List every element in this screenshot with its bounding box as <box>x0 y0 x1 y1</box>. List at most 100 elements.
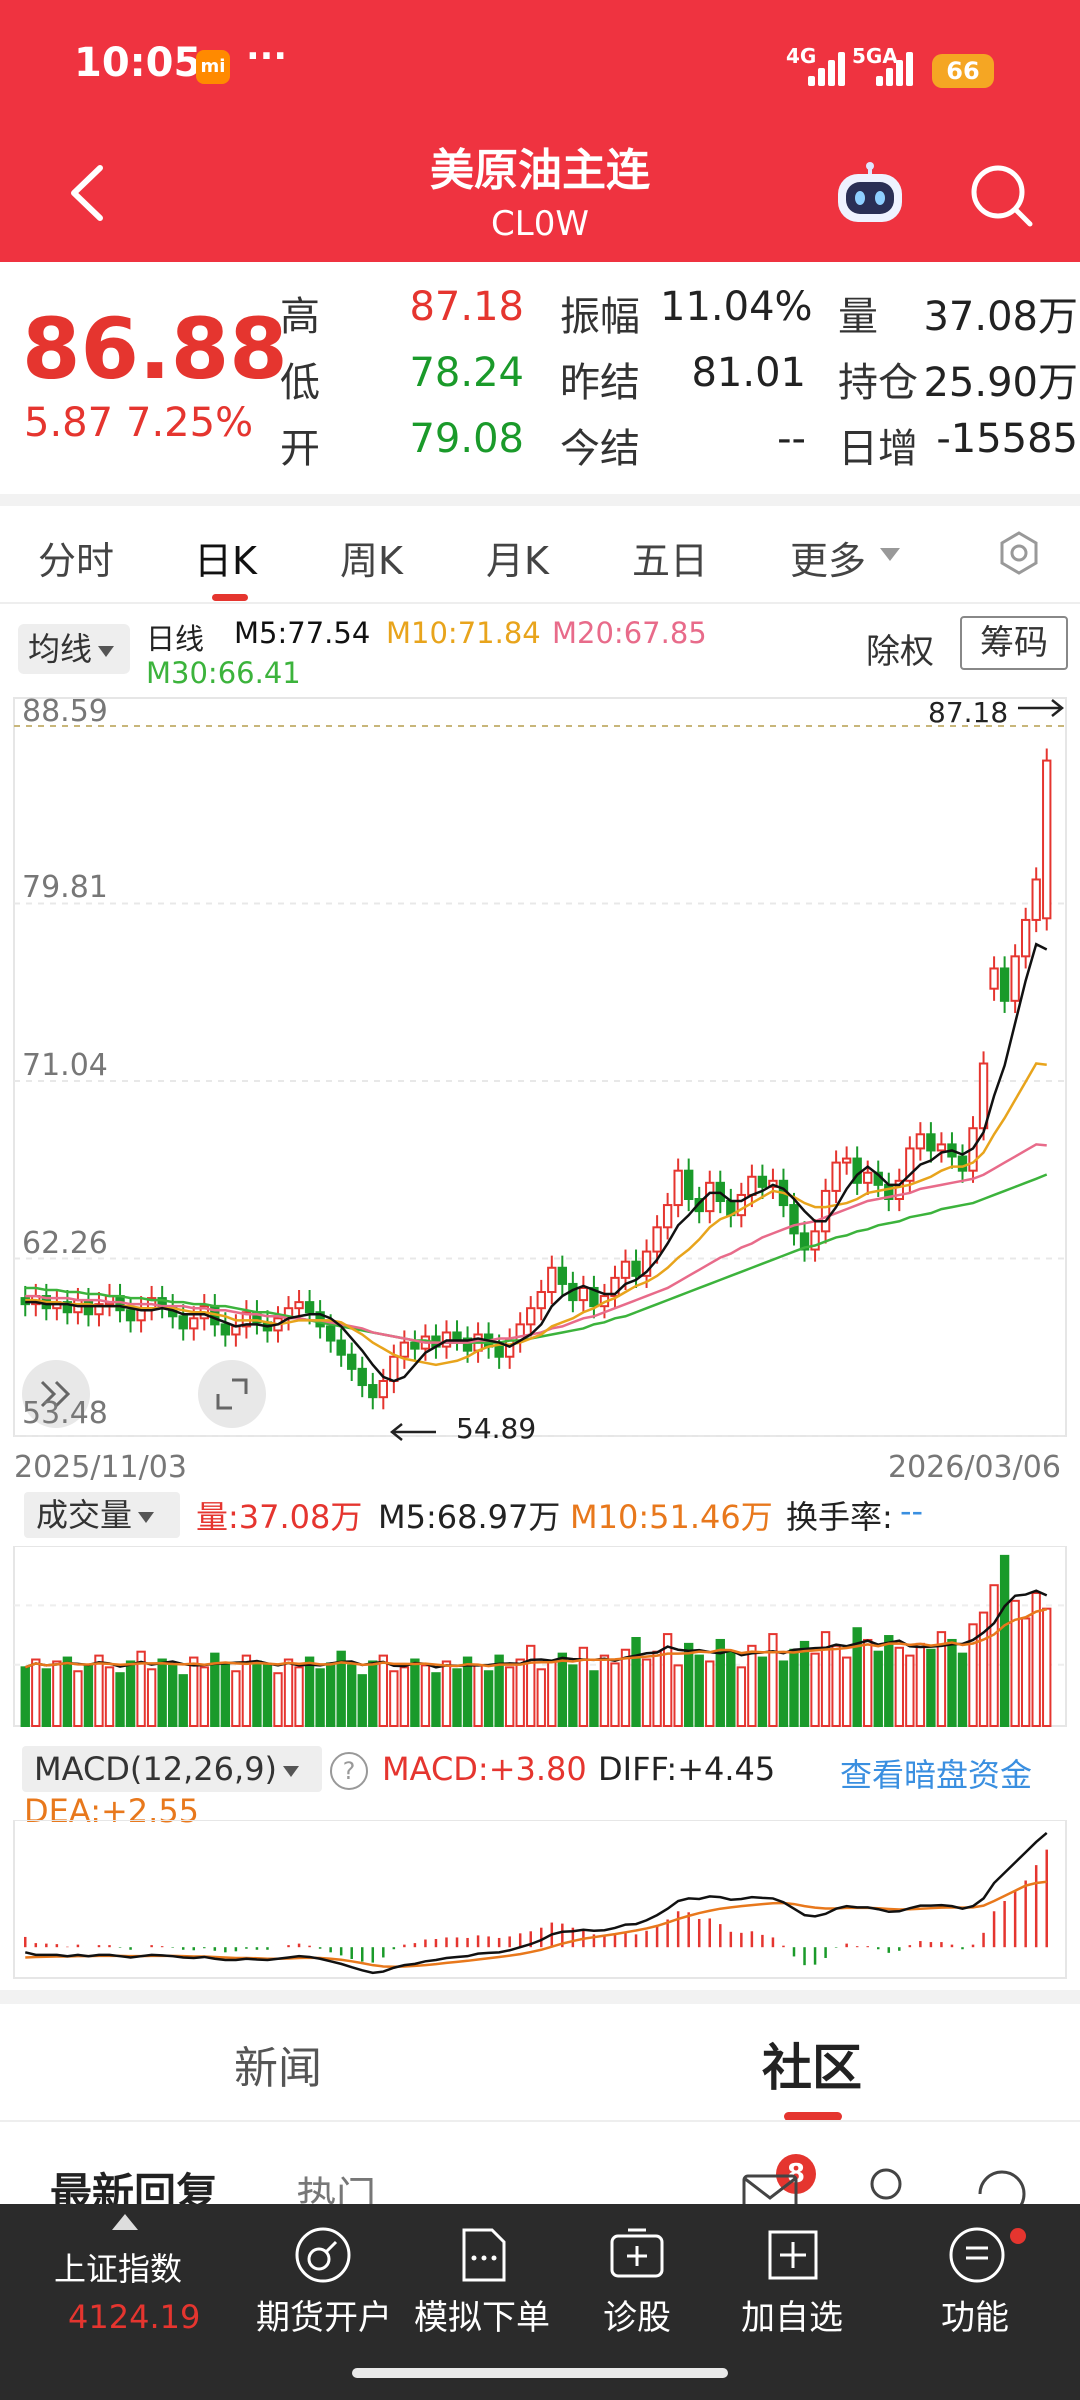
price-change-pct: 7.25% <box>126 400 254 446</box>
volume-bar <box>947 1638 957 1727</box>
futures-account-icon[interactable] <box>292 2224 354 2286</box>
add-watchlist-icon[interactable] <box>762 2224 824 2286</box>
volume-bar <box>673 1664 683 1727</box>
volume-bar <box>462 1656 473 1727</box>
index-name[interactable]: 上证指数 <box>54 2250 183 2288</box>
volume-bar <box>568 1664 578 1727</box>
candle-body <box>1010 955 1020 1002</box>
divider <box>0 494 1080 506</box>
nav-diagnosis[interactable]: 诊股 <box>603 2298 671 2338</box>
x-end-date: 2026/03/06 <box>888 1450 1061 1485</box>
back-icon[interactable] <box>60 158 120 228</box>
volume-bar <box>347 1664 357 1727</box>
tab-weekly-k[interactable]: 周K <box>340 539 403 583</box>
expand-up-icon[interactable] <box>112 2214 138 2230</box>
fullscreen-button <box>198 1360 266 1428</box>
nav-futures-account[interactable]: 期货开户 <box>256 2298 392 2338</box>
tab-five-day[interactable]: 五日 <box>632 539 709 583</box>
value-daily-change: -15585 <box>936 416 1078 462</box>
candle-body <box>62 1301 73 1314</box>
candle-body <box>652 1226 662 1253</box>
candle-body <box>1031 878 1041 921</box>
tab-news[interactable]: 新闻 <box>234 2043 322 2094</box>
label-high: 高 <box>280 294 320 340</box>
user-icon[interactable] <box>870 2168 902 2200</box>
dark-pool-link[interactable]: 查看暗盘资金 <box>840 1756 1033 1794</box>
macd-selector[interactable]: MACD(12,26,9) <box>22 1746 322 1792</box>
search-icon[interactable] <box>966 160 1036 230</box>
value-settle: -- <box>777 416 806 462</box>
robot-assistant-icon[interactable] <box>832 160 908 226</box>
volume-bar <box>873 1650 883 1727</box>
tab-community[interactable]: 社区 <box>762 2039 862 2097</box>
chip-distribution-button[interactable]: 筹码 <box>960 616 1068 670</box>
y-tick-label: 71.04 <box>22 1048 108 1083</box>
volume-bar <box>189 1656 199 1727</box>
stock-diagnosis-icon[interactable] <box>606 2224 668 2286</box>
volume-bar <box>768 1633 778 1727</box>
candle-body <box>294 1301 304 1310</box>
volume-bar <box>515 1658 525 1727</box>
volume-bar <box>315 1668 325 1727</box>
candle-body <box>936 1143 947 1152</box>
home-indicator[interactable] <box>352 2368 728 2378</box>
volume-bar <box>199 1666 209 1728</box>
volume-bar <box>83 1664 94 1727</box>
nav-add-watchlist[interactable]: 加自选 <box>741 2298 843 2338</box>
label-open-interest: 持仓 <box>838 360 918 406</box>
status-time: 10:05 <box>74 40 202 86</box>
candle-body <box>915 1133 926 1150</box>
volume-bar <box>905 1654 915 1727</box>
nav-simulate-order[interactable]: 模拟下单 <box>414 2298 550 2338</box>
candle-body <box>810 1230 820 1251</box>
volume-chart[interactable] <box>0 1546 1080 1736</box>
nav-function[interactable]: 功能 <box>941 2298 1009 2338</box>
macd-frame <box>13 1820 1067 1979</box>
volume-bar <box>599 1654 610 1727</box>
candle-body <box>757 1175 768 1188</box>
ma5-line <box>25 942 1048 1383</box>
signal-icon-2 <box>876 48 924 86</box>
chevron-down-icon <box>98 645 115 657</box>
volume-bar <box>610 1662 620 1728</box>
volume-bar <box>641 1658 652 1727</box>
volume-bar <box>325 1662 336 1728</box>
volume-bar <box>547 1660 557 1727</box>
bottom-nav: 上证指数 4124.19 <box>0 2204 1080 2400</box>
volume-bar <box>294 1666 304 1728</box>
contract-code: CL0W <box>491 204 589 244</box>
volume-selector[interactable]: 成交量 <box>24 1492 180 1538</box>
ma30-label: M30:66.41 <box>146 656 301 690</box>
y-tick-label: 62.26 <box>22 1226 108 1261</box>
settings-icon[interactable] <box>996 530 1042 576</box>
candle-body <box>547 1266 557 1294</box>
macd-chart[interactable] <box>0 1820 1080 1984</box>
value-high: 87.18 <box>409 284 524 330</box>
simulate-order-icon[interactable] <box>452 2224 514 2286</box>
expand-icon <box>216 1394 232 1410</box>
macd-value: MACD:+3.80 <box>382 1750 587 1788</box>
volume-bar <box>884 1635 894 1727</box>
tab-more[interactable]: 更多 <box>790 539 867 583</box>
candle-body <box>957 1155 968 1172</box>
ma5-label: M5:77.54 <box>234 616 371 650</box>
volume-bar <box>831 1644 841 1727</box>
label-prev-settle: 昨结 <box>560 360 640 406</box>
candle-body <box>378 1379 388 1399</box>
menu-icon[interactable] <box>946 2224 1008 2286</box>
volume-bar <box>978 1611 989 1727</box>
chevron-down-icon <box>880 548 900 561</box>
ma-selector[interactable]: 均线 <box>18 624 130 674</box>
ex-rights-button[interactable]: 除权 <box>866 632 934 672</box>
ma10-label: M10:71.84 <box>386 616 541 650</box>
volume-bar <box>863 1638 873 1727</box>
volume-bar <box>894 1646 904 1727</box>
tab-daily-k[interactable]: 日K <box>194 539 257 583</box>
tab-intraday[interactable]: 分时 <box>38 539 115 583</box>
tab-monthly-k[interactable]: 月K <box>486 539 549 583</box>
volume-bar <box>20 1666 30 1728</box>
help-icon[interactable]: ? <box>330 1752 368 1790</box>
candlestick-chart[interactable] <box>0 690 1080 1470</box>
volume-bar <box>336 1650 346 1727</box>
volume-bar <box>94 1654 104 1727</box>
